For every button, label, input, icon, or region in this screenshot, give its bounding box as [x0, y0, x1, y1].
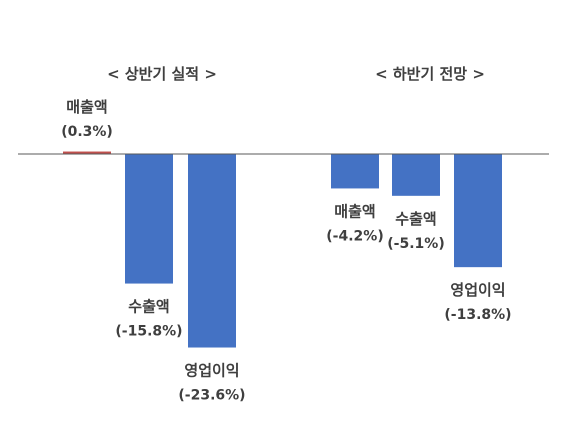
category-label: 영업이익: [450, 281, 505, 299]
category-label: 매출액: [66, 98, 107, 116]
labels-layer: < 상반기 실적 >매출액(0.3%)수출액(-15.8%)영업이익(-23.6…: [61, 65, 511, 404]
bar: [188, 154, 236, 348]
bar: [63, 151, 111, 154]
data-label: (-13.8%): [444, 307, 511, 323]
bar: [454, 154, 502, 268]
category-label: 수출액: [395, 210, 436, 228]
category-label: 매출액: [334, 202, 375, 220]
bar: [331, 154, 379, 189]
data-label: (-15.8%): [115, 324, 182, 340]
bars-layer: [63, 151, 502, 348]
data-label: (0.3%): [61, 124, 113, 140]
category-label: 영업이익: [184, 362, 239, 380]
bar: [125, 154, 173, 284]
data-label: (-23.6%): [178, 388, 245, 404]
data-label: (-5.1%): [387, 236, 444, 252]
category-label: 수출액: [128, 298, 169, 316]
bar: [392, 154, 440, 196]
group-title: < 하반기 전망 >: [375, 65, 485, 83]
data-label: (-4.2%): [326, 228, 383, 244]
group-title: < 상반기 실적 >: [107, 65, 217, 83]
